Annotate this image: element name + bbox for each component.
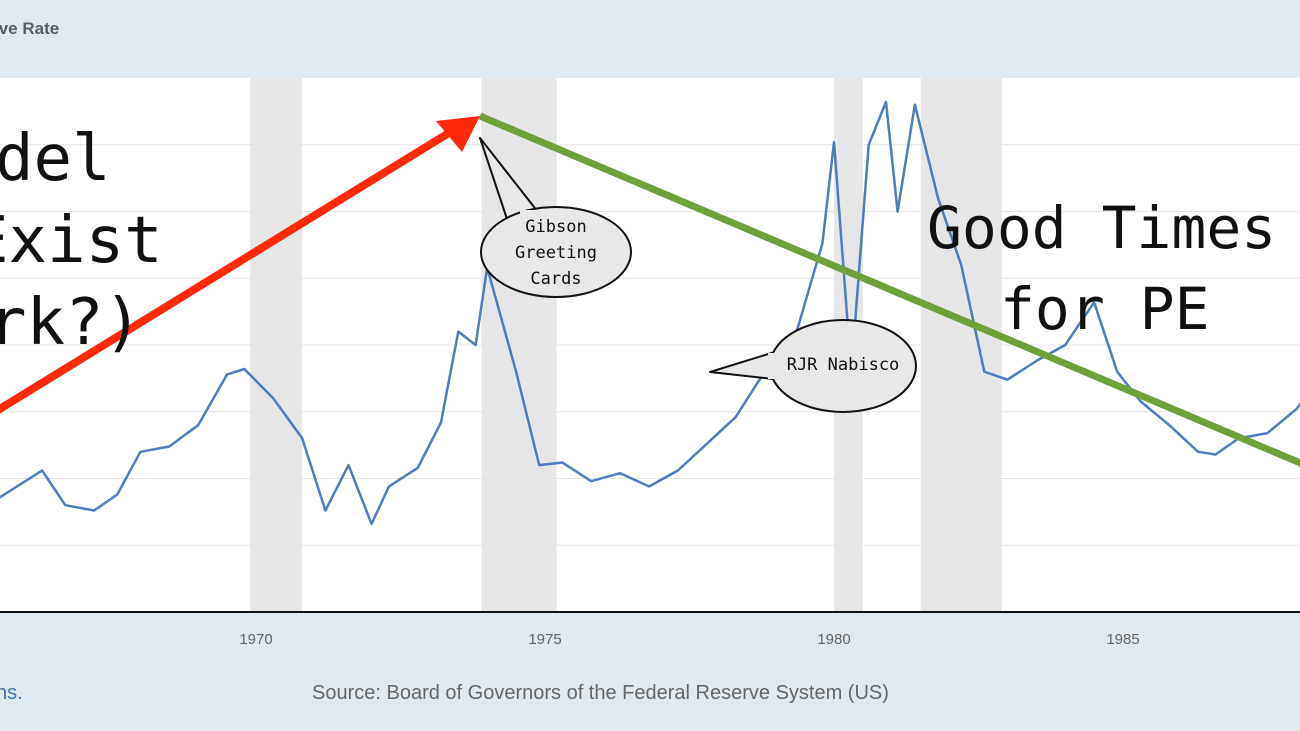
- left-text-line-3: rk?): [0, 286, 142, 360]
- series-line: [0, 100, 1300, 526]
- red-arrow-line: [0, 127, 455, 414]
- footer-link-fragment[interactable]: ns.: [0, 682, 23, 704]
- callout-gibson-line-1: Gibson: [525, 217, 586, 237]
- x-tick-label: 1975: [528, 631, 561, 648]
- green-trend-line: [478, 112, 1300, 467]
- gridlines: [0, 144, 1300, 546]
- callout-rjr-label: RJR Nabisco: [787, 355, 900, 375]
- x-tick-label: 1985: [1106, 631, 1139, 648]
- callout-gibson-bubble: [480, 206, 632, 298]
- callout-gibson-line-3: Cards: [530, 269, 581, 289]
- left-text-line-2: Exist: [0, 204, 163, 278]
- x-tick-label: 1980: [817, 631, 850, 648]
- left-text-line-1: del: [0, 122, 111, 196]
- right-text-line-2: for PE: [1000, 275, 1210, 343]
- right-text-line-1: Good Times: [927, 194, 1276, 262]
- callout-gibson-line-2: Greeting: [515, 243, 597, 263]
- red-arrow-head: [436, 116, 480, 152]
- x-axis-ticks: 9651970197519801985199019952000200520: [239, 631, 1139, 648]
- chart-header-title: ive Rate: [0, 19, 60, 38]
- source-note: Source: Board of Governors of the Federa…: [312, 682, 889, 704]
- x-tick-label: 1970: [239, 631, 272, 648]
- callout-rjr-joint: [768, 353, 784, 379]
- callout-rjr: RJR Nabisco: [709, 319, 917, 413]
- callout-gibson-joint: [520, 210, 550, 224]
- callout-gibson: Gibson Greeting Cards: [479, 137, 632, 298]
